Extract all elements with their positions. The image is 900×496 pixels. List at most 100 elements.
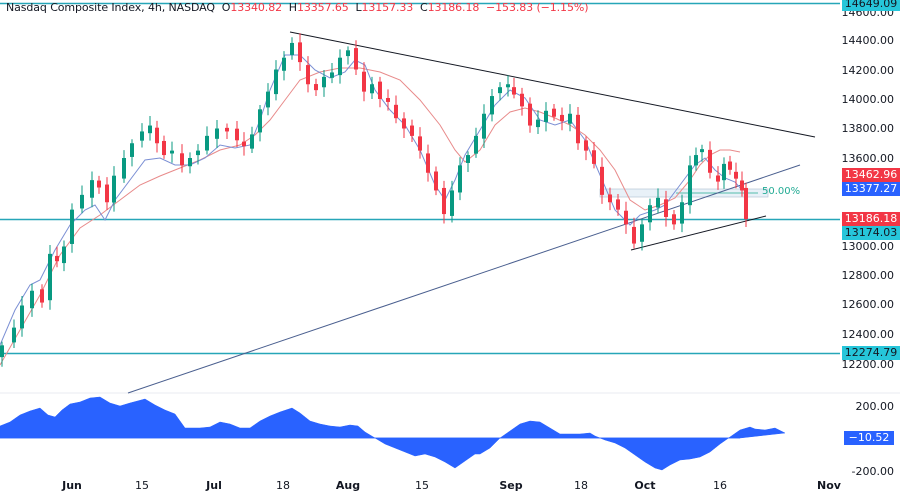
candle [330, 72, 334, 78]
candle [314, 84, 318, 91]
horizontal-levels[interactable] [0, 2, 840, 355]
candle [616, 199, 620, 210]
candle [442, 187, 446, 215]
candle [48, 253, 52, 301]
candle [370, 84, 374, 94]
price-tag-resistance: 14649.09 [842, 0, 900, 11]
candle [490, 96, 494, 115]
candle [536, 119, 540, 128]
ma-slow-line [0, 67, 741, 366]
candle [55, 255, 59, 262]
candle [215, 128, 219, 139]
time-tick: 18 [574, 479, 588, 492]
time-tick: Jul [206, 479, 222, 492]
candle [458, 165, 462, 193]
candle [584, 140, 588, 151]
candle [680, 202, 684, 224]
candle [648, 205, 652, 223]
candle [506, 84, 510, 88]
candle [744, 187, 748, 220]
candle [322, 76, 326, 88]
open-value: 13340.82 [230, 1, 282, 14]
high-value: 13357.65 [296, 1, 349, 14]
candle [608, 194, 612, 203]
candle [386, 98, 390, 102]
candle [418, 136, 422, 151]
price-tag-ma-slow: 13462.96 [842, 168, 900, 182]
candle [466, 155, 470, 163]
candle [688, 165, 692, 206]
candle [624, 210, 628, 225]
candle [130, 143, 134, 157]
candle [402, 118, 406, 129]
candle [632, 226, 636, 244]
candle [90, 180, 94, 198]
oscillator-area [0, 396, 786, 471]
osc-tick: 200.00 [855, 400, 895, 413]
chart-header: Nasdaq Composite Index, 4h, NASDAQ O1334… [6, 1, 589, 14]
candle [656, 197, 660, 208]
candle [188, 158, 192, 167]
candle [12, 327, 16, 343]
price-tick: 13600.00 [841, 152, 895, 165]
close-value: 13186.18 [427, 1, 480, 14]
time-tick: Jun [62, 479, 82, 492]
candle [105, 184, 109, 203]
candle [568, 113, 572, 124]
candle [235, 128, 239, 141]
candle [426, 153, 430, 173]
price-tick: 12200.00 [841, 358, 895, 371]
candle [560, 114, 564, 122]
candle [306, 65, 310, 85]
candle [434, 171, 438, 191]
candle [528, 103, 532, 126]
trendlines[interactable] [127, 31, 816, 394]
candle [155, 127, 159, 144]
candle [474, 135, 478, 154]
time-tick: Nov [817, 479, 841, 492]
candle [290, 42, 294, 55]
candle [362, 71, 366, 92]
fib-50-label: 50.00% [762, 186, 801, 197]
time-tick: Aug [335, 479, 361, 492]
osc-tick: -200.00 [851, 465, 894, 478]
candle [140, 131, 144, 141]
candle [410, 125, 414, 136]
price-tick: 14400.00 [841, 34, 895, 47]
time-tick: 18 [276, 479, 290, 492]
price-tick: 14000.00 [841, 93, 895, 106]
candle [694, 155, 698, 166]
candle [30, 290, 34, 309]
trendline-ascending-short [630, 215, 767, 251]
candle [592, 150, 596, 164]
oscillator-pane[interactable] [0, 396, 786, 471]
candle [600, 166, 604, 195]
time-tick: 15 [135, 479, 149, 492]
trendline-ascending-long [127, 164, 801, 394]
low-value: 13157.33 [361, 1, 414, 14]
candle [722, 163, 726, 181]
candle [80, 194, 84, 209]
candle [450, 190, 454, 216]
candle [282, 57, 286, 71]
candle [170, 150, 174, 154]
osc-current-tag: −10.52 [844, 431, 894, 445]
candle [250, 134, 254, 149]
candle [242, 141, 246, 147]
candle [258, 109, 262, 133]
candlestick-series[interactable] [0, 33, 748, 367]
candle [544, 110, 548, 122]
candle [112, 175, 116, 203]
candle [716, 175, 720, 182]
candle [728, 161, 732, 170]
candle [196, 150, 200, 156]
candle [672, 214, 676, 225]
candle [394, 104, 398, 119]
price-tick: 14200.00 [841, 64, 895, 77]
candle [205, 135, 209, 151]
candle [70, 209, 74, 244]
candle [552, 108, 556, 117]
time-tick: Oct [634, 479, 656, 492]
symbol-title[interactable]: Nasdaq Composite Index, 4h, NASDAQ [6, 1, 215, 14]
